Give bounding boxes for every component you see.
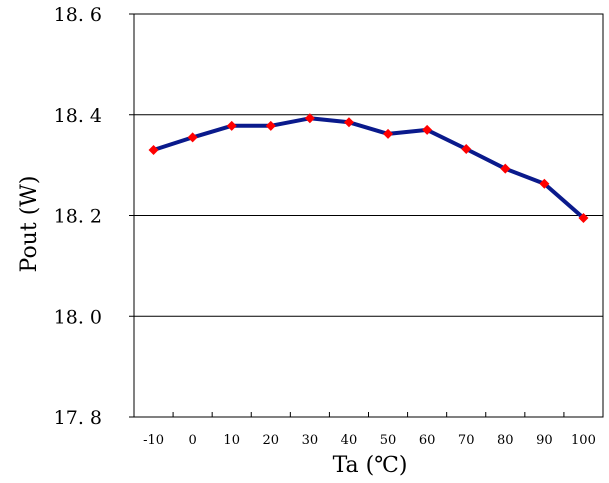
x-tick-label: 70 <box>458 433 475 448</box>
y-axis-title: Pout (W) <box>17 176 42 273</box>
x-tick-label: 90 <box>536 433 553 448</box>
x-axis-ticks: -10 0 10 20 30 40 50 60 70 80 90 100 <box>133 412 604 448</box>
data-markers <box>148 113 589 224</box>
x-tick-label: -10 <box>143 433 164 448</box>
x-tick-label: 20 <box>263 433 280 448</box>
x-tick-label: 50 <box>380 433 397 448</box>
x-tick-label: 0 <box>188 433 196 448</box>
data-point <box>148 145 159 156</box>
gridlines <box>134 114 603 317</box>
y-axis-ticks: 17. 8 18. 0 18. 2 18. 4 18. 6 <box>54 4 134 429</box>
data-point <box>226 120 237 131</box>
data-point <box>578 213 589 224</box>
data-point <box>265 120 276 131</box>
x-tick-label: 30 <box>302 433 319 448</box>
data-point <box>461 144 472 155</box>
x-tick-label: 100 <box>571 433 596 448</box>
y-tick-label: 18. 0 <box>54 306 102 328</box>
y-tick-label: 18. 4 <box>54 105 102 127</box>
y-tick-label: 18. 2 <box>54 206 102 228</box>
data-point <box>187 132 198 143</box>
x-tick-label: 10 <box>223 433 240 448</box>
x-axis-title: Ta (℃) <box>333 453 408 478</box>
data-point <box>343 117 354 128</box>
series-line <box>152 116 585 220</box>
data-point <box>304 113 315 124</box>
data-point <box>500 163 511 174</box>
y-tick-label: 17. 8 <box>54 407 102 429</box>
x-tick-label: 60 <box>419 433 436 448</box>
x-tick-label: 40 <box>341 433 358 448</box>
series-lines <box>152 116 585 220</box>
data-point <box>539 178 550 189</box>
y-tick-label: 18. 6 <box>54 4 102 26</box>
data-point <box>422 124 433 135</box>
x-tick-label: 80 <box>497 433 514 448</box>
data-point <box>383 128 394 139</box>
